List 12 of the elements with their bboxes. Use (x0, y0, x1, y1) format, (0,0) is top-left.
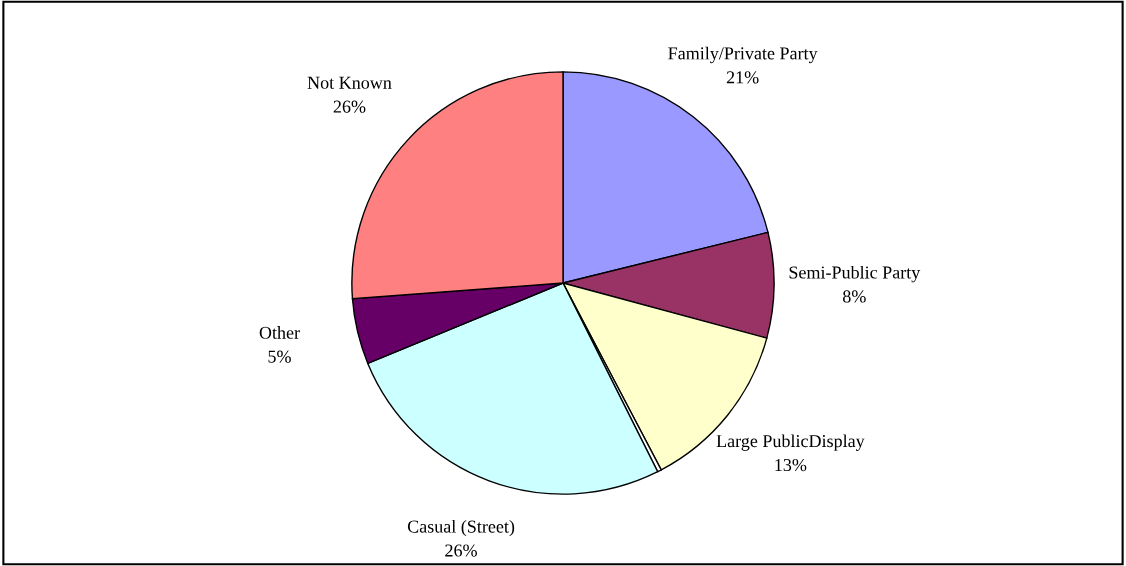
data-label: 21% (726, 71, 759, 84)
slice-label: Family/Private Party (668, 46, 818, 64)
slice-label: Semi-Public Party (789, 265, 921, 283)
data-label: 26% (333, 100, 366, 113)
slice-label: Not Known (307, 76, 392, 89)
data-label: 26% (445, 544, 477, 557)
slice-label: Large PublicDisplay (716, 434, 865, 451)
slice-label: Casual (Street) (407, 519, 515, 537)
data-label: 13% (775, 458, 807, 472)
data-label: 8% (842, 290, 866, 303)
slice-label: Other (259, 326, 300, 339)
data-label: 5% (268, 350, 291, 363)
